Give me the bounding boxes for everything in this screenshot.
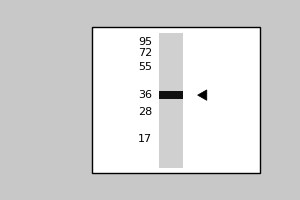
- Text: 55: 55: [138, 62, 152, 72]
- Polygon shape: [198, 90, 207, 100]
- Bar: [159, 91, 182, 99]
- Bar: [159, 33, 182, 168]
- Text: 17: 17: [138, 134, 152, 144]
- Bar: [92, 27, 260, 173]
- Text: 72: 72: [138, 48, 152, 58]
- Text: 36: 36: [138, 90, 152, 100]
- Text: 28: 28: [138, 107, 152, 117]
- Text: 95: 95: [138, 37, 152, 47]
